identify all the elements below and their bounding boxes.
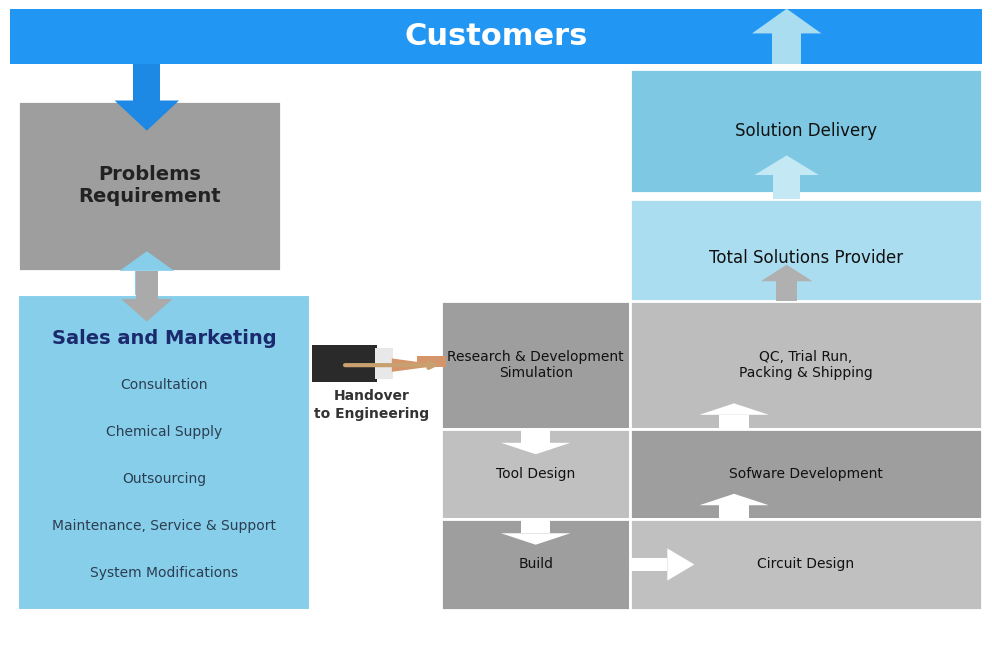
Polygon shape xyxy=(755,155,818,175)
FancyBboxPatch shape xyxy=(375,348,393,379)
Polygon shape xyxy=(699,494,769,505)
Text: System Modifications: System Modifications xyxy=(90,566,238,580)
FancyBboxPatch shape xyxy=(630,429,982,519)
Polygon shape xyxy=(699,403,769,415)
Polygon shape xyxy=(752,9,821,34)
Polygon shape xyxy=(668,548,694,580)
Text: Sales and Marketing: Sales and Marketing xyxy=(52,329,277,348)
FancyBboxPatch shape xyxy=(133,64,161,100)
Polygon shape xyxy=(119,251,175,271)
Polygon shape xyxy=(761,265,812,281)
Text: Handover
to Engineering: Handover to Engineering xyxy=(314,389,430,421)
Polygon shape xyxy=(501,533,570,545)
Text: Solution Delivery: Solution Delivery xyxy=(735,122,877,140)
Polygon shape xyxy=(114,100,179,131)
FancyBboxPatch shape xyxy=(630,302,982,429)
FancyBboxPatch shape xyxy=(521,519,551,533)
FancyBboxPatch shape xyxy=(136,271,158,299)
Text: QC, Trial Run,
Packing & Shipping: QC, Trial Run, Packing & Shipping xyxy=(739,350,873,381)
Polygon shape xyxy=(121,299,173,322)
Text: Maintenance, Service & Support: Maintenance, Service & Support xyxy=(53,519,276,533)
Text: Consultation: Consultation xyxy=(120,379,208,392)
FancyBboxPatch shape xyxy=(312,345,377,382)
Text: Outsourcing: Outsourcing xyxy=(122,472,206,486)
Text: Tool Design: Tool Design xyxy=(496,467,575,481)
FancyBboxPatch shape xyxy=(18,100,281,271)
FancyBboxPatch shape xyxy=(630,69,982,193)
FancyBboxPatch shape xyxy=(630,199,982,316)
FancyBboxPatch shape xyxy=(719,415,749,429)
FancyBboxPatch shape xyxy=(773,175,801,199)
Text: Chemical Supply: Chemical Supply xyxy=(106,425,222,439)
Text: Sofware Development: Sofware Development xyxy=(729,467,883,481)
Text: Research & Development
Simulation: Research & Development Simulation xyxy=(447,350,624,381)
Text: Circuit Design: Circuit Design xyxy=(758,557,854,572)
Text: Customers: Customers xyxy=(405,21,587,51)
FancyBboxPatch shape xyxy=(719,505,749,519)
Text: Total Solutions Provider: Total Solutions Provider xyxy=(709,249,903,267)
FancyBboxPatch shape xyxy=(441,302,630,429)
FancyBboxPatch shape xyxy=(630,519,982,610)
Polygon shape xyxy=(392,358,441,372)
FancyBboxPatch shape xyxy=(521,429,551,443)
FancyBboxPatch shape xyxy=(776,281,798,302)
FancyBboxPatch shape xyxy=(417,356,446,367)
Polygon shape xyxy=(501,443,570,454)
FancyBboxPatch shape xyxy=(10,9,982,64)
FancyBboxPatch shape xyxy=(18,295,310,610)
Text: Problems
Requirement: Problems Requirement xyxy=(78,165,220,206)
FancyBboxPatch shape xyxy=(772,34,802,64)
FancyBboxPatch shape xyxy=(441,429,630,519)
Text: Build: Build xyxy=(518,557,554,572)
FancyBboxPatch shape xyxy=(630,557,668,572)
FancyBboxPatch shape xyxy=(135,271,159,295)
FancyBboxPatch shape xyxy=(441,519,630,610)
